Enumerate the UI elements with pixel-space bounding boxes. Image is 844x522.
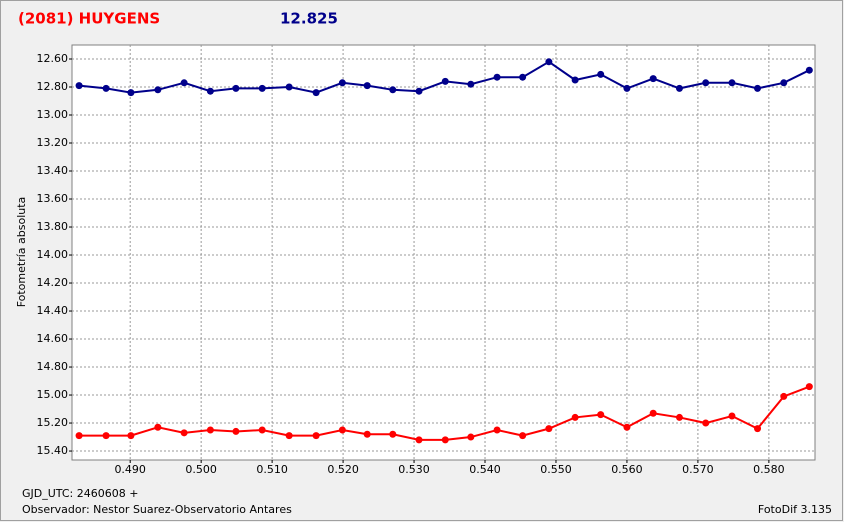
- y-tick-label: 14.80: [37, 360, 69, 373]
- y-tick-label: 15.40: [37, 444, 69, 457]
- data-point: [312, 89, 320, 97]
- data-point: [545, 58, 553, 66]
- x-tick-label: 0.580: [753, 463, 785, 476]
- data-point: [649, 409, 657, 417]
- data-point: [338, 79, 346, 87]
- footer-version: FotoDif 3.135: [758, 503, 832, 516]
- x-tick-label: 0.520: [327, 463, 359, 476]
- data-point: [389, 86, 397, 94]
- data-point: [75, 432, 83, 440]
- data-point: [415, 436, 423, 444]
- data-point: [493, 426, 501, 434]
- footer-date: GJD_UTC: 2460608 +: [22, 487, 138, 500]
- data-point: [338, 426, 346, 434]
- data-point: [493, 73, 501, 81]
- data-point: [180, 429, 188, 437]
- y-axis-label: Fotometría absoluta: [15, 197, 28, 308]
- data-point: [232, 427, 240, 435]
- y-tick-label: 15.00: [37, 388, 69, 401]
- data-point: [285, 432, 293, 440]
- y-tick-label: 12.60: [37, 52, 69, 65]
- data-point: [597, 411, 605, 419]
- y-tick-label: 14.20: [37, 276, 69, 289]
- data-point: [805, 66, 813, 74]
- x-tick-label: 0.540: [469, 463, 501, 476]
- data-point: [780, 392, 788, 400]
- data-point: [180, 79, 188, 87]
- y-tick-label: 13.40: [37, 164, 69, 177]
- x-tick-label: 0.550: [540, 463, 572, 476]
- data-point: [154, 423, 162, 431]
- data-point: [649, 75, 657, 83]
- chart-subtitle: 12.825: [280, 10, 338, 28]
- data-point: [258, 84, 266, 92]
- plot-area: [71, 44, 816, 461]
- data-point: [363, 82, 371, 90]
- x-tick-label: 0.530: [398, 463, 430, 476]
- data-point: [102, 84, 110, 92]
- data-point: [702, 419, 710, 427]
- data-point: [441, 77, 449, 85]
- data-point: [519, 73, 527, 81]
- data-point: [754, 425, 762, 433]
- data-point: [206, 87, 214, 95]
- data-point: [232, 84, 240, 92]
- data-point: [754, 84, 762, 92]
- footer-observer: Observador: Nestor Suarez-Observatorio A…: [22, 503, 292, 516]
- y-tick-label: 14.40: [37, 304, 69, 317]
- data-point: [258, 426, 266, 434]
- data-point: [389, 430, 397, 438]
- data-point: [728, 412, 736, 420]
- y-tick-label: 14.60: [37, 332, 69, 345]
- y-tick-label: 13.20: [37, 136, 69, 149]
- x-tick-label: 0.560: [611, 463, 643, 476]
- data-point: [675, 84, 683, 92]
- data-point: [127, 432, 135, 440]
- y-tick-label: 13.60: [37, 192, 69, 205]
- x-tick-label: 0.500: [185, 463, 217, 476]
- data-point: [780, 79, 788, 87]
- y-tick-label: 13.00: [37, 108, 69, 121]
- data-point: [675, 413, 683, 421]
- y-tick-label: 13.80: [37, 220, 69, 233]
- data-point: [467, 433, 475, 441]
- data-point: [154, 86, 162, 94]
- x-tick-label: 0.570: [682, 463, 714, 476]
- x-tick-label: 0.490: [114, 463, 146, 476]
- data-point: [623, 423, 631, 431]
- data-point: [75, 82, 83, 90]
- y-tick-label: 14.00: [37, 248, 69, 261]
- data-point: [623, 84, 631, 92]
- chart-title: (2081) HUYGENS: [18, 10, 160, 28]
- data-point: [467, 80, 475, 88]
- data-point: [728, 79, 736, 87]
- data-point: [441, 436, 449, 444]
- data-point: [285, 83, 293, 91]
- data-point: [363, 430, 371, 438]
- y-tick-label: 12.80: [37, 80, 69, 93]
- data-point: [597, 70, 605, 78]
- data-point: [206, 426, 214, 434]
- data-point: [545, 425, 553, 433]
- data-point: [702, 79, 710, 87]
- x-tick-label: 0.510: [256, 463, 288, 476]
- data-point: [102, 432, 110, 440]
- y-tick-label: 15.20: [37, 416, 69, 429]
- data-point: [571, 413, 579, 421]
- data-point: [415, 87, 423, 95]
- data-point: [805, 383, 813, 391]
- data-point: [571, 76, 579, 84]
- data-point: [312, 432, 320, 440]
- data-point: [519, 432, 527, 440]
- data-point: [127, 89, 135, 97]
